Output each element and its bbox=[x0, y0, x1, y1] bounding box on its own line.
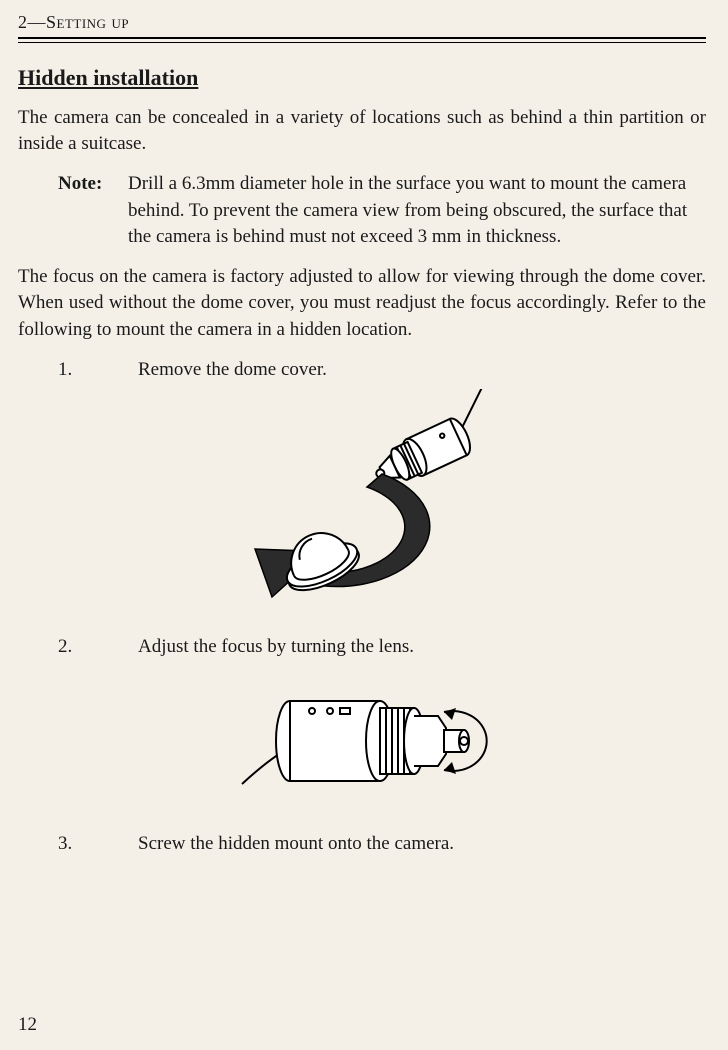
step-row: 3. Screw the hidden mount onto the camer… bbox=[58, 831, 706, 857]
figure-adjust-focus bbox=[18, 666, 706, 821]
step-number: 1. bbox=[58, 357, 138, 383]
running-head: 2—Setting up bbox=[18, 12, 706, 33]
note-label: Note: bbox=[58, 171, 128, 250]
section-title: Hidden installation bbox=[18, 65, 706, 91]
step-row: 1. Remove the dome cover. bbox=[58, 357, 706, 383]
intro-paragraph: The camera can be concealed in a variety… bbox=[18, 105, 706, 157]
figure-remove-dome bbox=[18, 389, 706, 624]
focus-paragraph: The focus on the camera is factory adjus… bbox=[18, 264, 706, 343]
step-row: 2. Adjust the focus by turning the lens. bbox=[58, 634, 706, 660]
step-text: Screw the hidden mount onto the camera. bbox=[138, 831, 706, 857]
step-number: 2. bbox=[58, 634, 138, 660]
double-rule bbox=[18, 37, 706, 43]
note-body: Drill a 6.3mm diameter hole in the surfa… bbox=[128, 171, 706, 250]
step-text: Remove the dome cover. bbox=[138, 357, 706, 383]
page-number: 12 bbox=[18, 1014, 37, 1036]
step-number: 3. bbox=[58, 831, 138, 857]
step-text: Adjust the focus by turning the lens. bbox=[138, 634, 706, 660]
note-block: Note: Drill a 6.3mm diameter hole in the… bbox=[58, 171, 706, 250]
